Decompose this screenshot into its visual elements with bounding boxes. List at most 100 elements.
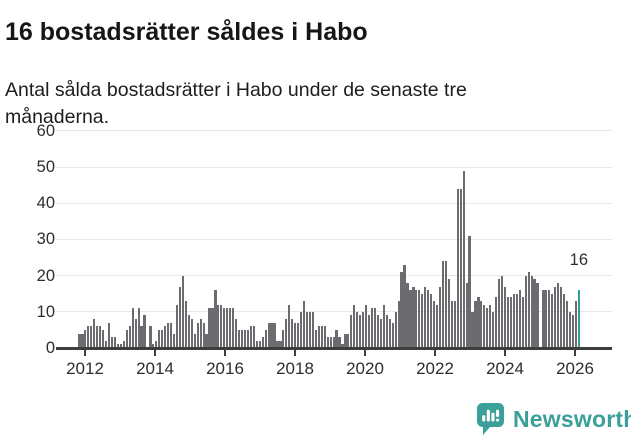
bar bbox=[438, 286, 442, 348]
bar bbox=[193, 333, 196, 348]
bar bbox=[365, 304, 368, 348]
bar bbox=[143, 315, 146, 348]
x-axis-tick-label: 2014 bbox=[136, 359, 174, 378]
bar bbox=[172, 333, 176, 348]
bar bbox=[394, 311, 397, 348]
bar bbox=[462, 170, 465, 348]
bar bbox=[302, 300, 306, 348]
bar bbox=[388, 319, 391, 348]
bar bbox=[332, 337, 335, 348]
bar bbox=[412, 286, 415, 348]
bar bbox=[84, 329, 87, 348]
bar bbox=[107, 322, 111, 348]
bar bbox=[486, 308, 489, 348]
bar bbox=[264, 329, 267, 348]
x-axis-tick-2024 bbox=[504, 349, 506, 356]
bar bbox=[134, 319, 137, 348]
bar bbox=[341, 344, 344, 348]
bar bbox=[359, 315, 362, 348]
brand-name: Newsworthy bbox=[513, 405, 631, 432]
bar bbox=[261, 337, 264, 348]
bar bbox=[515, 293, 518, 348]
page-title: 16 bostadsrätter såldes i Habo bbox=[5, 17, 368, 46]
bar bbox=[530, 275, 533, 348]
bar bbox=[297, 322, 300, 348]
bar bbox=[320, 326, 323, 348]
bar bbox=[406, 282, 409, 348]
bar bbox=[104, 340, 108, 348]
bar bbox=[249, 326, 252, 348]
highlighted-bar-latest bbox=[577, 290, 580, 348]
bar bbox=[385, 315, 388, 348]
x-axis-tick-label: 2026 bbox=[556, 359, 594, 378]
bar bbox=[489, 304, 492, 348]
bar bbox=[563, 293, 566, 348]
bar bbox=[350, 315, 353, 348]
bar bbox=[444, 261, 447, 348]
x-axis-tick-2014 bbox=[154, 349, 156, 356]
bar bbox=[373, 308, 377, 348]
bar bbox=[285, 319, 288, 348]
gridline-y-40 bbox=[56, 202, 612, 204]
bar bbox=[524, 275, 527, 348]
bar bbox=[187, 315, 190, 348]
bar bbox=[415, 290, 418, 348]
bar bbox=[170, 322, 173, 348]
x-axis-tick-label: 2016 bbox=[206, 359, 244, 378]
bar bbox=[424, 286, 427, 348]
bar bbox=[113, 337, 117, 348]
bar bbox=[568, 311, 572, 348]
bar bbox=[128, 326, 131, 348]
gridline-y-20 bbox=[56, 275, 612, 277]
bar bbox=[370, 308, 374, 348]
gridline-y-10 bbox=[56, 311, 612, 313]
bar bbox=[158, 329, 161, 348]
bar bbox=[474, 300, 477, 348]
bar bbox=[279, 340, 282, 348]
bar bbox=[208, 308, 211, 348]
bar bbox=[323, 326, 326, 348]
bar bbox=[400, 272, 403, 348]
bar bbox=[409, 290, 412, 348]
bar bbox=[190, 319, 193, 348]
bar bbox=[565, 300, 569, 348]
bar bbox=[326, 337, 329, 348]
newsworthy-logo-icon bbox=[476, 402, 504, 436]
x-axis-tick-2012 bbox=[84, 349, 86, 356]
bar bbox=[527, 272, 530, 348]
bar bbox=[116, 344, 119, 348]
x-axis-tick-2016 bbox=[224, 349, 226, 356]
bar bbox=[329, 337, 332, 348]
bar bbox=[202, 322, 205, 348]
bar bbox=[164, 326, 167, 348]
bar bbox=[353, 304, 356, 348]
bar bbox=[282, 329, 285, 348]
bar bbox=[571, 315, 575, 348]
bar bbox=[258, 340, 261, 348]
x-axis-tick-2018 bbox=[294, 349, 296, 356]
bar bbox=[270, 322, 273, 348]
bar bbox=[314, 329, 317, 348]
bar bbox=[273, 322, 276, 348]
bar bbox=[96, 326, 99, 348]
bar bbox=[548, 290, 551, 348]
y-axis-tick-label: 10 bbox=[36, 302, 55, 321]
bar bbox=[560, 286, 563, 348]
bar bbox=[217, 304, 220, 348]
bar bbox=[93, 319, 96, 348]
bar bbox=[223, 308, 226, 348]
bar bbox=[226, 308, 229, 348]
y-axis-tick-label: 30 bbox=[36, 230, 55, 249]
bar bbox=[211, 308, 214, 348]
bar bbox=[450, 300, 453, 348]
bar bbox=[99, 326, 102, 348]
bar bbox=[459, 188, 462, 348]
bar bbox=[421, 293, 424, 348]
bar bbox=[184, 300, 187, 348]
bar bbox=[255, 340, 258, 348]
x-axis-line bbox=[56, 346, 612, 350]
bar bbox=[267, 322, 270, 348]
newsworthy-attribution: Newsworthy bbox=[476, 402, 631, 436]
x-axis-tick-label: 2024 bbox=[486, 359, 524, 378]
subtitle-line-1: Antal sålda bostadsrätter i Habo under d… bbox=[5, 78, 467, 101]
